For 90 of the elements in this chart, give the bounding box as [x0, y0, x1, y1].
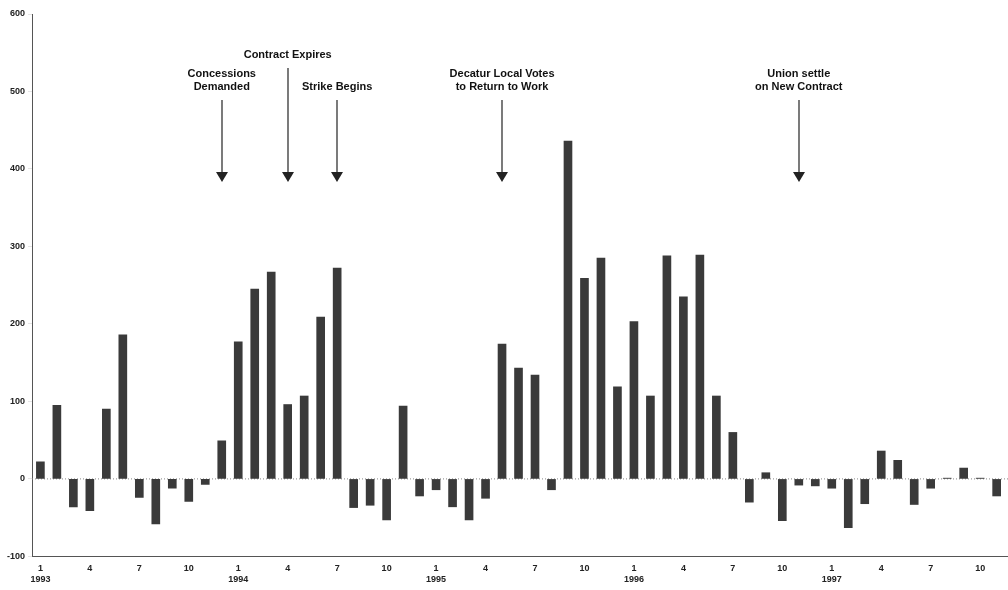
ref-line-label: Concessions Demanded	[187, 66, 256, 92]
bar	[712, 395, 721, 479]
bar	[646, 395, 655, 479]
bar	[959, 467, 968, 479]
bar	[151, 479, 161, 525]
bar	[233, 341, 243, 479]
y-tick-label: 600	[9, 8, 26, 19]
bar	[118, 334, 128, 479]
bar	[530, 374, 540, 479]
bar	[332, 267, 342, 479]
bar	[893, 459, 903, 479]
bar	[497, 343, 507, 479]
x-tick-label: 10	[777, 563, 788, 574]
y-tick-label: 0	[20, 473, 26, 484]
bar	[876, 450, 886, 479]
x-tick-label: 1 1994	[228, 563, 249, 585]
bar	[167, 479, 177, 489]
y-tick-label: -100	[7, 550, 26, 561]
x-tick-label: 4	[483, 563, 489, 574]
bar	[679, 296, 688, 479]
bar	[69, 479, 78, 508]
x-tick-label: 4	[285, 563, 291, 574]
bar	[860, 479, 870, 505]
bar	[992, 479, 1001, 497]
bar	[382, 479, 391, 521]
bar	[810, 479, 820, 487]
bar	[36, 461, 45, 479]
bar	[777, 479, 787, 522]
x-tick-label: 10	[183, 563, 194, 574]
bar	[596, 257, 606, 479]
y-tick-label: 400	[9, 163, 26, 174]
x-tick-label: 7	[334, 563, 340, 574]
y-tick-label: 200	[9, 318, 26, 329]
ref-line-label: Union settle on New Contract	[755, 66, 843, 92]
x-tick-label: 1 1993	[30, 563, 51, 585]
ref-line-label: Strike Begins	[302, 79, 373, 92]
bar	[200, 479, 210, 485]
bar	[761, 472, 771, 479]
bar	[580, 277, 589, 479]
y-tick-label: 500	[9, 85, 26, 96]
bar	[134, 479, 144, 498]
x-tick-label: 10	[579, 563, 590, 574]
bar	[102, 408, 111, 479]
bar	[629, 321, 639, 479]
bar	[266, 271, 276, 479]
bar	[299, 395, 309, 479]
bar	[217, 440, 227, 479]
bar	[662, 255, 672, 479]
bar	[827, 479, 837, 489]
bar	[431, 479, 441, 491]
bar	[563, 140, 573, 479]
bar	[695, 254, 705, 479]
bar	[843, 479, 853, 529]
bar	[85, 479, 95, 512]
x-tick-label: 1 1997	[821, 563, 842, 585]
y-tick-label: 100	[9, 395, 26, 406]
bar	[365, 479, 375, 506]
x-tick-label: 1 1995	[426, 563, 447, 585]
bar	[613, 386, 622, 479]
bar	[745, 479, 754, 503]
x-tick-label: 4	[87, 563, 93, 574]
bar	[52, 404, 62, 479]
bar	[448, 479, 457, 508]
bar	[481, 479, 490, 499]
bar	[415, 479, 424, 497]
x-tick-label: 7	[136, 563, 142, 574]
bar	[909, 479, 919, 505]
ref-line-label: Contract Expires	[243, 47, 332, 60]
x-tick-label: 10	[975, 563, 986, 574]
bar	[926, 479, 936, 489]
bar	[184, 479, 194, 502]
x-tick-label: 4	[680, 563, 686, 574]
ref-line-label: Decatur Local Votes to Return to Work	[449, 66, 555, 92]
bar	[316, 316, 325, 479]
x-tick-label: 1 1996	[623, 563, 644, 585]
x-tick-label: 7	[730, 563, 736, 574]
bar	[464, 479, 474, 521]
bar	[250, 288, 260, 479]
bar	[547, 479, 556, 491]
bar	[514, 367, 523, 479]
bar	[283, 404, 293, 479]
x-tick-label: 4	[878, 563, 884, 574]
bar	[349, 479, 358, 508]
bar	[794, 479, 804, 486]
bar	[398, 405, 408, 479]
y-tick-label: 300	[9, 240, 26, 251]
x-tick-label: 7	[532, 563, 538, 574]
x-tick-label: 7	[928, 563, 934, 574]
x-tick-label: 10	[381, 563, 392, 574]
bar	[728, 432, 738, 479]
